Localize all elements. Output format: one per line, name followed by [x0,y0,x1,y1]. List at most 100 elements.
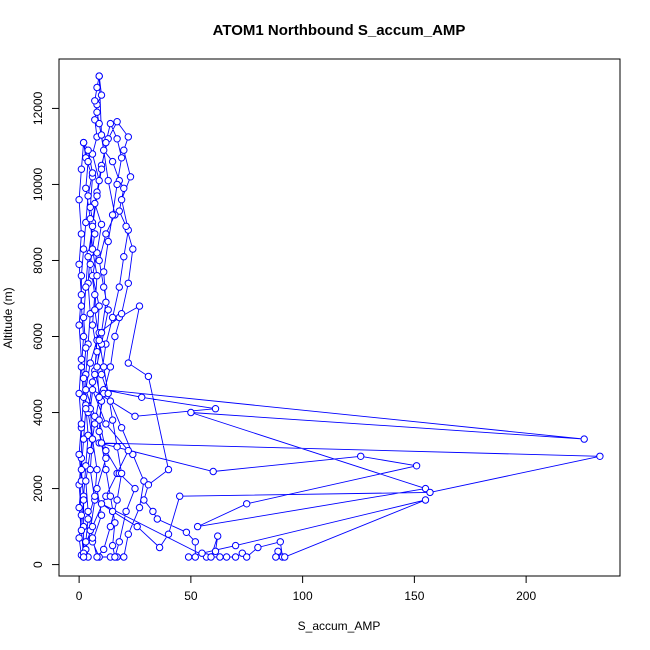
data-point [124,133,133,141]
data-point [79,553,88,561]
data-point [276,538,284,546]
data-point [124,359,133,367]
data-point [120,253,128,261]
data-point [124,446,133,455]
data-point [231,553,240,561]
data-point [144,481,153,489]
data-point [77,526,86,535]
data-point [113,496,121,504]
data-point [120,184,128,193]
x-tick-label: 200 [516,589,536,603]
data-point [176,492,184,500]
data-point [214,532,222,540]
x-tick-label: 150 [404,589,424,603]
data-point [75,389,83,398]
data-point [93,192,101,200]
data-point [120,146,128,154]
data-point [95,72,103,80]
data-point [77,511,86,519]
data-point [104,176,112,185]
y-tick-label: 0 [31,561,45,568]
data-point [88,534,97,542]
data-point [117,154,126,162]
data-point [182,528,191,536]
data-point [77,465,86,474]
data-point [126,173,135,181]
data-point [95,256,103,265]
data-point [75,534,83,542]
data-point [113,180,121,189]
data-point [77,355,86,363]
data-point [131,484,139,493]
data-point [115,538,124,546]
data-point [144,372,153,381]
x-axis-label: S_accum_AMP [298,619,381,633]
data-point [86,215,95,223]
data-point [93,363,101,371]
data-point [91,97,99,105]
data-point [88,245,97,253]
x-axis: 0 50 100 150 200 [76,575,536,603]
data-point [93,83,101,92]
data-point [91,230,99,238]
data-point [106,522,115,531]
y-tick-label: 8000 [31,247,45,274]
data-point [155,543,164,552]
data-point [124,279,133,287]
data-point [75,260,83,268]
y-tick-label: 4000 [31,399,45,426]
chart-title: ATOM1 Northbound S_accum_AMP [213,22,466,39]
data-point [84,515,92,523]
data-point [111,553,119,561]
data-point [79,496,88,504]
data-point [108,157,117,166]
data-point [191,538,200,546]
y-axis: 0 2000 4000 6000 8000 10000 12000 [31,91,60,568]
data-point [191,553,200,561]
y-tick-label: 2000 [31,475,45,502]
data-point [122,222,130,231]
data-point [86,446,95,455]
data-point [207,553,215,561]
data-point [187,408,195,417]
y-tick-label: 12000 [31,91,45,125]
data-point [79,313,88,322]
data-point [95,176,103,185]
data-point [113,135,121,143]
data-point [93,272,101,280]
data-point [75,321,83,329]
data-point [97,131,106,139]
data-point [82,283,90,291]
data-point [79,332,88,341]
data-point [104,389,112,398]
data-point [77,230,86,238]
data-point [138,393,146,401]
data-point [421,496,430,504]
data-point [272,553,280,561]
data-point [91,291,99,299]
data-point [84,157,92,166]
data-point [115,283,124,291]
data-point [231,541,240,550]
data-point [193,522,202,531]
data-point [135,503,144,512]
data-point [97,91,106,99]
data-point [95,119,103,128]
data-point [77,272,86,280]
data-point [97,220,106,229]
data-point [131,412,139,420]
data-point [79,138,88,147]
data-point [113,118,121,126]
data-point [100,363,108,371]
data-point [82,386,90,394]
data-point [164,530,173,538]
data-point [88,169,97,177]
data-point [149,507,157,516]
data-point [84,146,92,154]
data-point [88,522,97,531]
data-point [124,530,133,538]
data-point [91,306,99,314]
data-point [209,467,217,476]
data-point [102,446,110,455]
data-point [86,465,95,474]
